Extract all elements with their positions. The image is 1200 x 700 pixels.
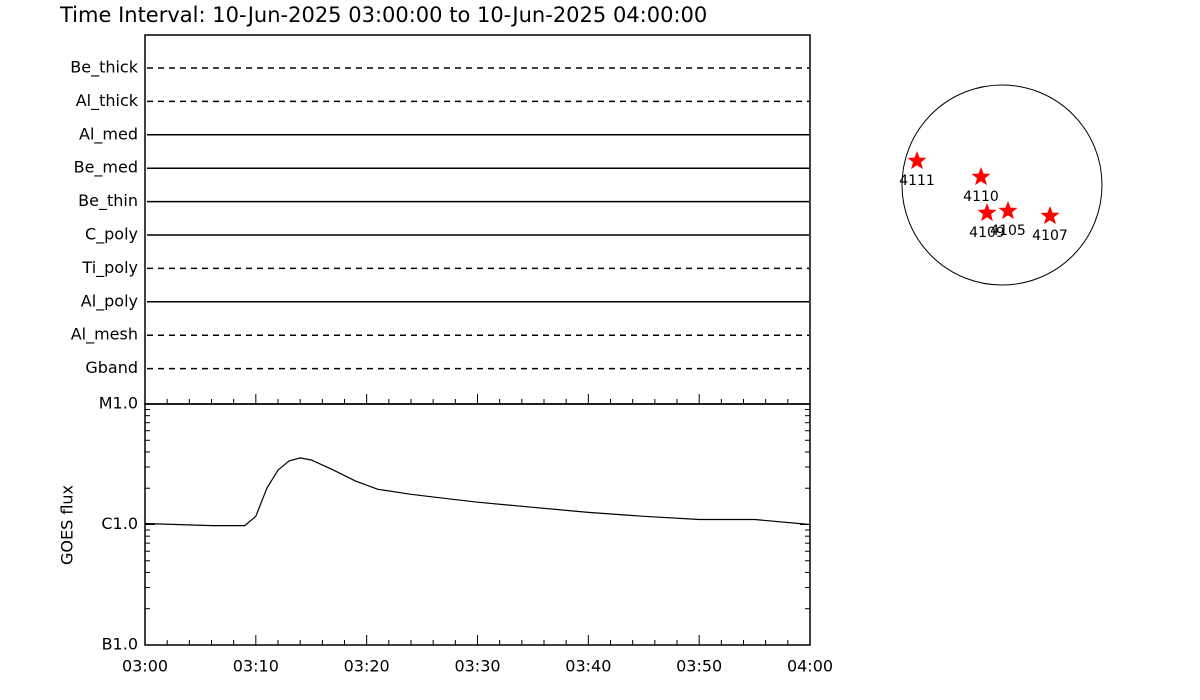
x-tick-label: 03:30 xyxy=(454,657,500,676)
chart-title: Time Interval: 10-Jun-2025 03:00:00 to 1… xyxy=(59,3,707,27)
filter-label: Be_thick xyxy=(70,58,138,78)
x-tick-label: 03:40 xyxy=(565,657,611,676)
filter-label: Be_thin xyxy=(78,191,138,211)
active-region-label: 4110 xyxy=(963,189,999,205)
active-region-star xyxy=(907,151,927,170)
x-tick-label: 04:00 xyxy=(787,657,833,676)
active-region-label: 4107 xyxy=(1032,228,1068,244)
goes-curve xyxy=(144,457,811,527)
filter-label: C_poly xyxy=(85,225,138,245)
y-tick-label: C1.0 xyxy=(101,514,138,533)
active-region-label: 4109 xyxy=(969,225,1005,241)
active-region-label: 4105 xyxy=(990,223,1026,239)
filter-label: Al_mesh xyxy=(71,325,138,345)
x-tick-label: 03:00 xyxy=(122,657,168,676)
filter-label: Be_med xyxy=(74,158,138,178)
x-tick-label: 03:50 xyxy=(676,657,722,676)
active-region-star xyxy=(998,201,1018,220)
filter-label: Al_med xyxy=(79,124,138,144)
filter-label: Al_thick xyxy=(76,91,139,111)
y-axis-label: GOES flux xyxy=(58,485,77,565)
y-tick-label: B1.0 xyxy=(102,635,138,654)
active-region-star xyxy=(971,167,991,186)
y-tick-label: M1.0 xyxy=(99,394,138,413)
active-region-label: 4111 xyxy=(899,173,935,189)
filter-label: Gband xyxy=(85,358,138,377)
solar-disk xyxy=(901,84,1103,286)
active-region-star xyxy=(977,203,997,222)
x-tick-label: 03:20 xyxy=(344,657,390,676)
active-region-star xyxy=(1040,206,1060,225)
x-tick-label: 03:10 xyxy=(233,657,279,676)
filter-label: Ti_poly xyxy=(81,258,138,278)
filter-label: Al_poly xyxy=(81,291,138,311)
